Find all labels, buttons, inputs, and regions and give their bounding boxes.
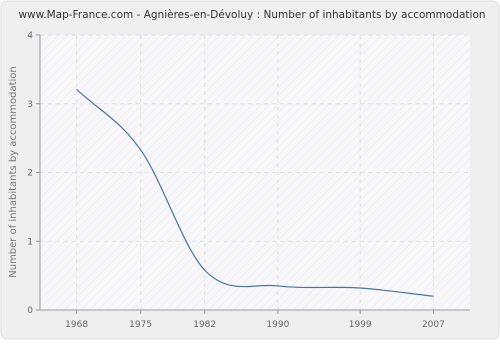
data-line <box>76 88 434 297</box>
chart-title: www.Map-France.com - Agnières-en-Dévoluy… <box>18 9 485 21</box>
y-tick-label: 1 <box>27 237 33 247</box>
x-tick-label: 1982 <box>193 320 216 330</box>
y-tick-label: 3 <box>27 100 33 110</box>
y-axis-label: Number of inhabitants by accommodation <box>8 66 19 278</box>
x-tick-label: 2007 <box>422 320 445 330</box>
x-tick-label: 1990 <box>266 320 289 330</box>
x-tick-label: 1999 <box>349 320 372 330</box>
plot-area <box>40 35 470 310</box>
y-tick-label: 2 <box>27 169 33 179</box>
y-tick-label: 0 <box>27 306 33 316</box>
x-tick-label: 1968 <box>65 320 88 330</box>
x-tick-label: 1975 <box>129 320 152 330</box>
y-tick-label: 4 <box>27 31 33 41</box>
